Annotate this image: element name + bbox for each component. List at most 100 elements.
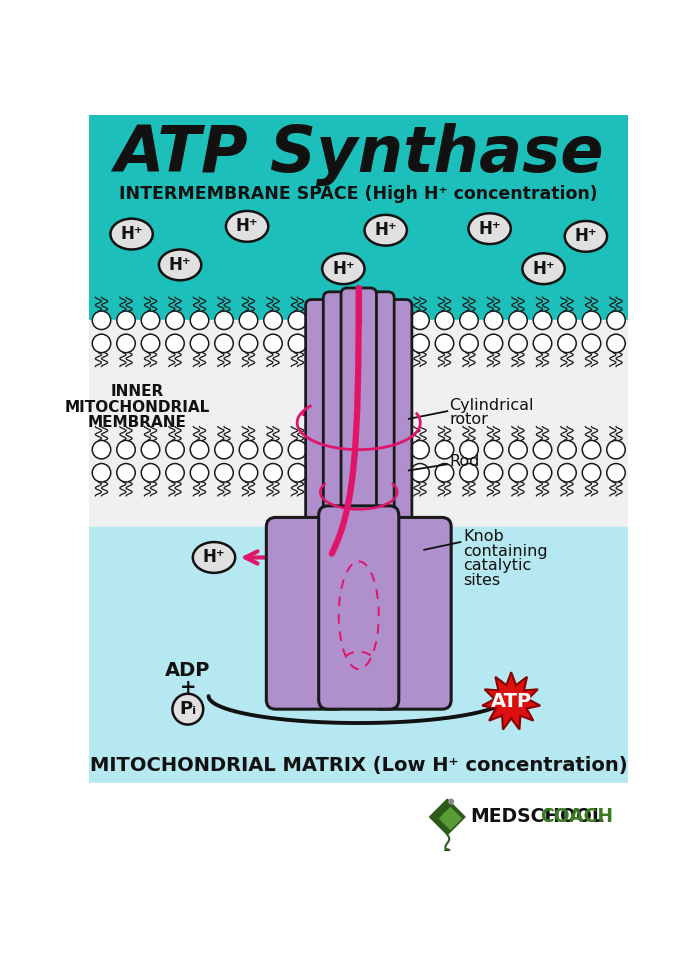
- Circle shape: [117, 311, 135, 330]
- Text: H⁺: H⁺: [374, 221, 397, 239]
- Text: H⁺: H⁺: [478, 220, 501, 238]
- Text: ATP: ATP: [491, 692, 532, 711]
- Circle shape: [558, 464, 576, 482]
- Circle shape: [190, 335, 209, 353]
- Circle shape: [190, 464, 209, 482]
- FancyBboxPatch shape: [341, 288, 377, 535]
- Ellipse shape: [565, 221, 607, 251]
- Circle shape: [166, 311, 184, 330]
- Bar: [89, 783, 629, 851]
- Circle shape: [92, 464, 111, 482]
- Circle shape: [411, 311, 429, 330]
- Circle shape: [215, 335, 233, 353]
- Circle shape: [607, 335, 625, 353]
- Bar: [89, 115, 629, 320]
- Circle shape: [533, 311, 552, 330]
- Circle shape: [166, 464, 184, 482]
- FancyBboxPatch shape: [323, 292, 358, 535]
- Circle shape: [264, 441, 282, 459]
- Text: H⁺: H⁺: [575, 228, 597, 246]
- Circle shape: [607, 441, 625, 459]
- Circle shape: [444, 849, 450, 855]
- Circle shape: [484, 335, 503, 353]
- Polygon shape: [430, 799, 465, 835]
- Circle shape: [533, 441, 552, 459]
- Circle shape: [411, 464, 429, 482]
- Circle shape: [558, 335, 576, 353]
- Circle shape: [582, 335, 601, 353]
- Circle shape: [411, 335, 429, 353]
- Circle shape: [435, 441, 454, 459]
- Circle shape: [239, 335, 258, 353]
- Circle shape: [435, 311, 454, 330]
- Circle shape: [460, 441, 478, 459]
- Text: H⁺: H⁺: [532, 260, 555, 278]
- Circle shape: [215, 311, 233, 330]
- Ellipse shape: [322, 253, 365, 284]
- Text: ADP: ADP: [165, 662, 211, 680]
- Circle shape: [141, 441, 160, 459]
- Text: sites: sites: [463, 573, 500, 588]
- Text: INTERMEMBRANE SPACE (High H⁺ concentration): INTERMEMBRANE SPACE (High H⁺ concentrati…: [120, 185, 598, 203]
- Circle shape: [92, 311, 111, 330]
- Circle shape: [166, 335, 184, 353]
- Text: H⁺: H⁺: [169, 256, 191, 273]
- Text: MITOCHONDRIAL: MITOCHONDRIAL: [64, 400, 209, 415]
- Text: catalytic: catalytic: [463, 558, 532, 574]
- Circle shape: [117, 335, 135, 353]
- Text: +: +: [180, 678, 196, 697]
- Circle shape: [533, 464, 552, 482]
- Circle shape: [215, 441, 233, 459]
- Text: ATP Synthase: ATP Synthase: [114, 123, 603, 186]
- Circle shape: [117, 464, 135, 482]
- Circle shape: [190, 441, 209, 459]
- Ellipse shape: [111, 219, 153, 250]
- Circle shape: [509, 464, 527, 482]
- Circle shape: [264, 335, 282, 353]
- Text: containing: containing: [463, 544, 548, 559]
- Circle shape: [607, 311, 625, 330]
- FancyBboxPatch shape: [371, 517, 451, 709]
- Ellipse shape: [468, 213, 511, 244]
- Circle shape: [92, 335, 111, 353]
- Circle shape: [435, 464, 454, 482]
- Text: H⁺: H⁺: [332, 260, 355, 278]
- Polygon shape: [440, 808, 461, 829]
- Circle shape: [558, 441, 576, 459]
- Circle shape: [509, 311, 527, 330]
- Circle shape: [484, 441, 503, 459]
- Circle shape: [509, 441, 527, 459]
- Text: MEDSCHOOL: MEDSCHOOL: [470, 808, 604, 826]
- Circle shape: [411, 441, 429, 459]
- Circle shape: [582, 441, 601, 459]
- Bar: [89, 527, 629, 783]
- Circle shape: [239, 441, 258, 459]
- Ellipse shape: [193, 542, 235, 573]
- Circle shape: [460, 311, 478, 330]
- Circle shape: [288, 441, 307, 459]
- Text: INNER: INNER: [111, 384, 164, 400]
- Circle shape: [558, 311, 576, 330]
- Circle shape: [288, 335, 307, 353]
- Circle shape: [607, 464, 625, 482]
- FancyBboxPatch shape: [318, 506, 399, 709]
- Circle shape: [460, 464, 478, 482]
- Ellipse shape: [159, 250, 202, 280]
- FancyBboxPatch shape: [358, 292, 394, 535]
- Circle shape: [92, 441, 111, 459]
- Text: COACH: COACH: [540, 808, 614, 826]
- Circle shape: [117, 441, 135, 459]
- Text: rotor: rotor: [449, 412, 489, 427]
- Circle shape: [484, 311, 503, 330]
- Ellipse shape: [522, 253, 565, 284]
- Bar: [89, 320, 629, 527]
- Text: Cylindrical: Cylindrical: [449, 398, 534, 412]
- Text: MITOCHONDRIAL MATRIX (Low H⁺ concentration): MITOCHONDRIAL MATRIX (Low H⁺ concentrati…: [90, 756, 628, 775]
- Ellipse shape: [226, 211, 268, 242]
- Circle shape: [264, 464, 282, 482]
- Text: Rod: Rod: [449, 454, 480, 468]
- Text: Knob: Knob: [463, 530, 504, 544]
- Circle shape: [582, 311, 601, 330]
- Ellipse shape: [365, 215, 407, 246]
- Circle shape: [190, 311, 209, 330]
